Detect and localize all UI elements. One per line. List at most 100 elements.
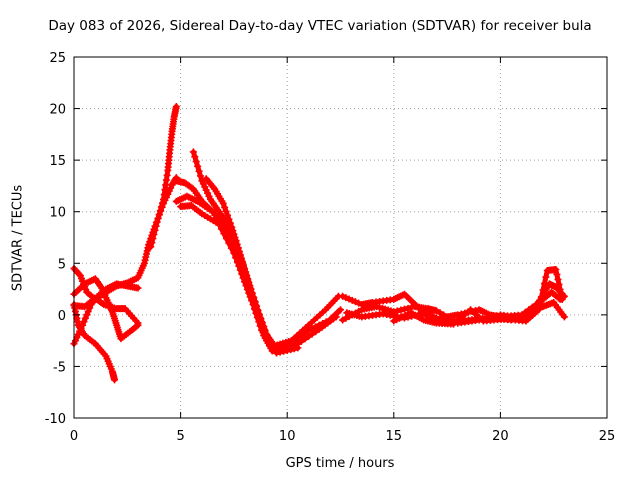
data-point — [552, 265, 560, 273]
data-point — [152, 222, 160, 230]
data-point — [231, 234, 239, 241]
data-point — [158, 199, 166, 207]
data-point — [191, 153, 199, 161]
data-point — [246, 290, 254, 298]
data-point — [241, 275, 249, 283]
y-tick-label: 15 — [49, 154, 66, 169]
data-point — [134, 321, 142, 329]
chart-title: Day 083 of 2026, Sidereal Day-to-day VTE… — [48, 18, 592, 34]
plot-frame — [73, 56, 608, 419]
data-point — [557, 290, 565, 298]
data-point — [148, 239, 156, 247]
data-point — [297, 337, 305, 345]
data-point — [192, 158, 200, 166]
data-series-arc-9 — [189, 148, 342, 350]
data-point — [150, 230, 158, 238]
data-point — [273, 349, 281, 357]
data-point — [260, 329, 268, 337]
data-point — [221, 203, 229, 211]
data-point — [337, 306, 344, 314]
data-point — [235, 247, 243, 255]
data-point — [301, 335, 309, 343]
data-point — [230, 230, 238, 238]
data-point — [133, 322, 141, 330]
data-point — [233, 240, 241, 248]
data-point — [151, 226, 159, 234]
data-point — [287, 346, 295, 354]
data-point — [404, 304, 412, 312]
data-point — [251, 306, 259, 314]
data-point — [134, 284, 142, 292]
data-point — [540, 280, 548, 288]
data-point — [156, 207, 164, 215]
data-series-arc-15 — [390, 265, 566, 328]
data-point — [521, 311, 529, 319]
data-point — [225, 215, 233, 223]
data-point — [228, 223, 236, 231]
data-point — [81, 314, 89, 322]
data-point — [443, 313, 451, 321]
data-point — [294, 344, 302, 352]
data-point — [75, 270, 83, 278]
data-point — [224, 211, 232, 219]
data-point — [194, 162, 202, 170]
data-point — [196, 172, 204, 180]
y-tick-label: 0 — [58, 309, 66, 324]
x-tick-label: 0 — [70, 429, 78, 444]
data-series-arc-5 — [70, 275, 142, 343]
data-point — [222, 207, 230, 215]
data-point — [351, 298, 359, 306]
data-point — [436, 309, 444, 317]
data-point — [253, 310, 261, 318]
data-point — [440, 311, 448, 319]
data-point — [553, 270, 561, 278]
tick-layer: 0 5 10 15 20 25 -10 -5 0 5 10 15 20 25 — [45, 51, 616, 444]
data-point — [219, 199, 227, 207]
data-point — [397, 306, 405, 314]
data-point — [339, 292, 347, 300]
data-point — [290, 345, 298, 353]
data-point — [195, 167, 203, 175]
data-layer — [70, 103, 568, 384]
data-series-arc-2 — [147, 103, 180, 251]
data-point — [98, 300, 106, 308]
data-point — [147, 243, 155, 251]
data-point — [226, 219, 234, 227]
y-tick-label: 25 — [49, 51, 66, 66]
data-point — [348, 296, 356, 304]
data-point — [84, 307, 92, 315]
data-point — [555, 280, 563, 288]
data-point — [189, 148, 197, 156]
data-point — [249, 301, 257, 309]
data-point — [229, 227, 237, 235]
x-tick-label: 10 — [279, 429, 296, 444]
data-point — [312, 328, 320, 336]
data-point — [149, 235, 157, 243]
data-point — [535, 306, 543, 314]
y-tick-label: 10 — [49, 206, 66, 221]
data-point — [220, 230, 228, 238]
data-point — [154, 214, 162, 222]
x-axis-label: GPS time / hours — [285, 456, 395, 471]
y-tick-label: -10 — [45, 412, 66, 427]
y-tick-label: 5 — [58, 257, 66, 272]
data-point — [239, 270, 247, 278]
data-point — [244, 285, 252, 293]
data-point — [217, 225, 225, 233]
data-point — [536, 299, 544, 307]
y-tick-label: -5 — [53, 360, 66, 375]
data-point — [276, 348, 284, 356]
data-point — [237, 254, 245, 262]
x-tick-label: 20 — [492, 429, 509, 444]
data-point — [232, 237, 240, 245]
data-point — [172, 103, 180, 111]
data-series-arc-11 — [177, 202, 302, 357]
data-point — [432, 307, 440, 315]
data-point — [222, 235, 230, 243]
data-point — [237, 266, 245, 274]
data-point — [257, 320, 265, 328]
x-tick-label: 5 — [176, 429, 184, 444]
data-point — [255, 315, 263, 323]
data-line — [178, 203, 301, 356]
